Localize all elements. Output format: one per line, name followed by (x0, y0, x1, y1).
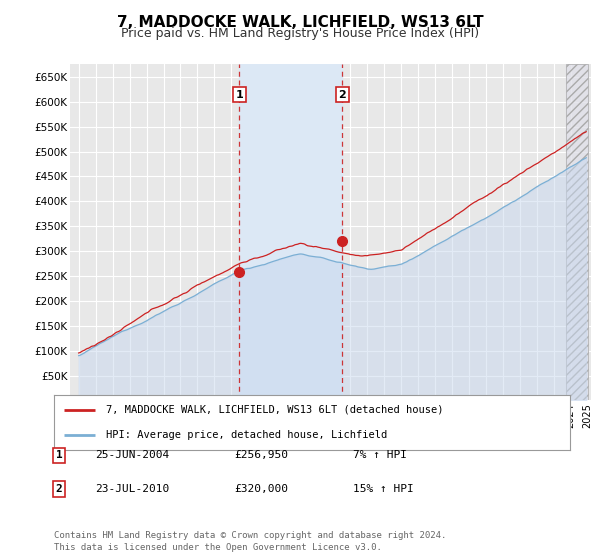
Text: 7, MADDOCKE WALK, LICHFIELD, WS13 6LT (detached house): 7, MADDOCKE WALK, LICHFIELD, WS13 6LT (d… (106, 405, 443, 415)
Text: 1: 1 (56, 450, 62, 460)
Bar (566, 64, 587, 400)
Text: 2: 2 (56, 484, 62, 494)
Bar (239, 64, 343, 400)
Text: £320,000: £320,000 (235, 484, 289, 494)
Bar (566, 64, 587, 400)
Text: 1: 1 (235, 90, 243, 100)
Text: Price paid vs. HM Land Registry's House Price Index (HPI): Price paid vs. HM Land Registry's House … (121, 27, 479, 40)
Text: 25-JUN-2004: 25-JUN-2004 (95, 450, 170, 460)
Text: 15% ↑ HPI: 15% ↑ HPI (353, 484, 414, 494)
Text: £256,950: £256,950 (235, 450, 289, 460)
Text: 7% ↑ HPI: 7% ↑ HPI (353, 450, 407, 460)
Text: 2: 2 (338, 90, 346, 100)
Text: HPI: Average price, detached house, Lichfield: HPI: Average price, detached house, Lich… (106, 430, 387, 440)
Text: 23-JUL-2010: 23-JUL-2010 (95, 484, 170, 494)
Text: Contains HM Land Registry data © Crown copyright and database right 2024.: Contains HM Land Registry data © Crown c… (54, 531, 446, 540)
Text: 7, MADDOCKE WALK, LICHFIELD, WS13 6LT: 7, MADDOCKE WALK, LICHFIELD, WS13 6LT (116, 15, 484, 30)
Text: This data is licensed under the Open Government Licence v3.0.: This data is licensed under the Open Gov… (54, 543, 382, 552)
